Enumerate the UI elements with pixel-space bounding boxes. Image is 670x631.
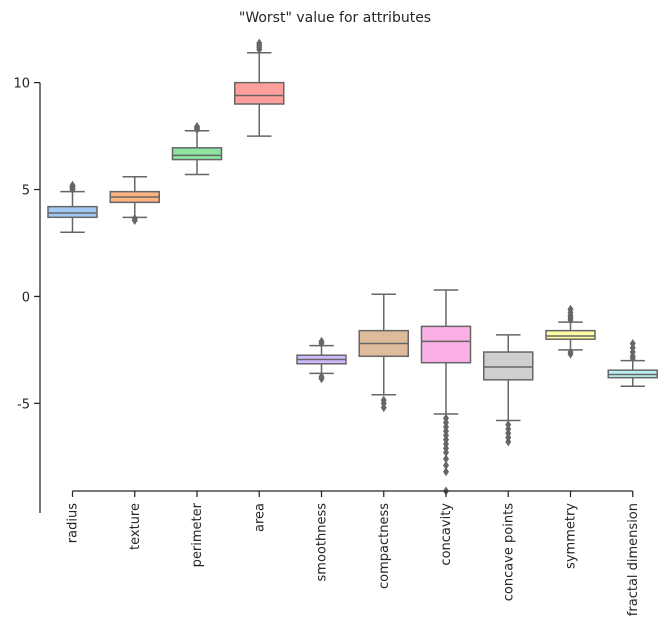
outlier-point: [567, 349, 574, 359]
box-radius: [47, 180, 98, 234]
x-axis: radius texture perimeter area smoothness comp…: [66, 490, 641, 616]
x-tick-label: symmetry: [564, 503, 579, 569]
outlier-point: [443, 448, 449, 458]
outlier-point: [318, 336, 325, 346]
box-group: [47, 38, 658, 496]
outlier-point: [380, 403, 387, 413]
x-tick-label: texture: [128, 503, 143, 550]
box-area: [234, 38, 285, 137]
outlier-point: [629, 353, 636, 363]
y-tick-label: 0: [22, 290, 30, 305]
y-tick-label: 5: [22, 184, 30, 199]
y-tick-label: -5: [17, 397, 30, 412]
outlier-point: [567, 315, 574, 325]
y-axis: 10 5 0 -5: [13, 77, 41, 513]
box-concave-points: [483, 334, 534, 447]
box-fractal-dimension: [607, 338, 658, 387]
y-tick-label: 10: [13, 77, 30, 92]
outlier-point: [443, 460, 449, 470]
outlier-point: [131, 213, 138, 223]
iqr-box: [47, 205, 98, 219]
outlier-point: [443, 454, 449, 464]
box-compactness: [358, 293, 409, 413]
box-concavity: [420, 289, 472, 496]
outlier-point: [256, 38, 263, 48]
box-symmetry: [545, 304, 596, 359]
outlier-point: [505, 437, 512, 447]
iqr-box: [171, 147, 223, 161]
outlier-point: [443, 467, 449, 477]
iqr-box: [234, 81, 285, 105]
box-perimeter: [171, 121, 223, 176]
iqr-box: [545, 329, 596, 340]
x-tick-label: area: [252, 503, 267, 532]
outlier-point: [69, 180, 76, 190]
iqr-box: [483, 351, 534, 381]
x-tick-label: smoothness: [315, 503, 330, 582]
iqr-box: [420, 325, 472, 364]
box-texture: [109, 175, 160, 226]
x-tick-label: concavity: [439, 503, 454, 566]
outlier-point: [194, 121, 200, 131]
chart-title: "Worst" value for attributes: [239, 10, 431, 26]
x-tick-label: radius: [66, 503, 81, 543]
x-tick-label: perimeter: [190, 502, 205, 567]
outlier-point: [318, 374, 325, 384]
x-tick-label: compactness: [377, 503, 392, 589]
x-tick-label: fractal dimension: [626, 503, 641, 616]
x-tick-label: concave points: [501, 503, 516, 601]
box-smoothness: [296, 336, 347, 384]
